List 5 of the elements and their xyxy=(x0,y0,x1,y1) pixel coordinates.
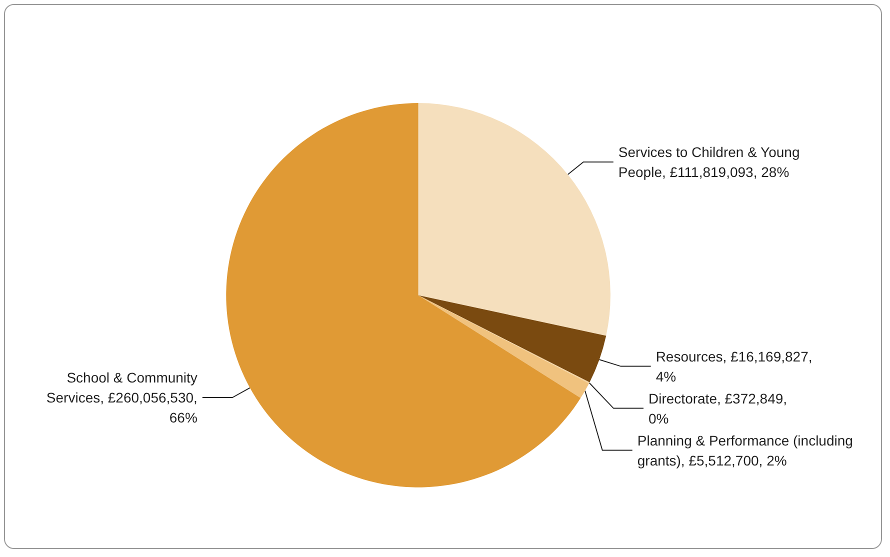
slice-label: Directorate, £372,849, 0% xyxy=(648,390,788,426)
slice-label: Planning & Performance (including grants), £5,512,700, 2% xyxy=(637,432,853,468)
slice-label: School & Community Services, £260,056,530, 66% xyxy=(46,370,198,426)
slice-label: Resources, £16,169,827, 4% xyxy=(656,348,812,384)
slice-label: Services to Children & Young People, £111,819,093, 28% xyxy=(618,144,800,180)
